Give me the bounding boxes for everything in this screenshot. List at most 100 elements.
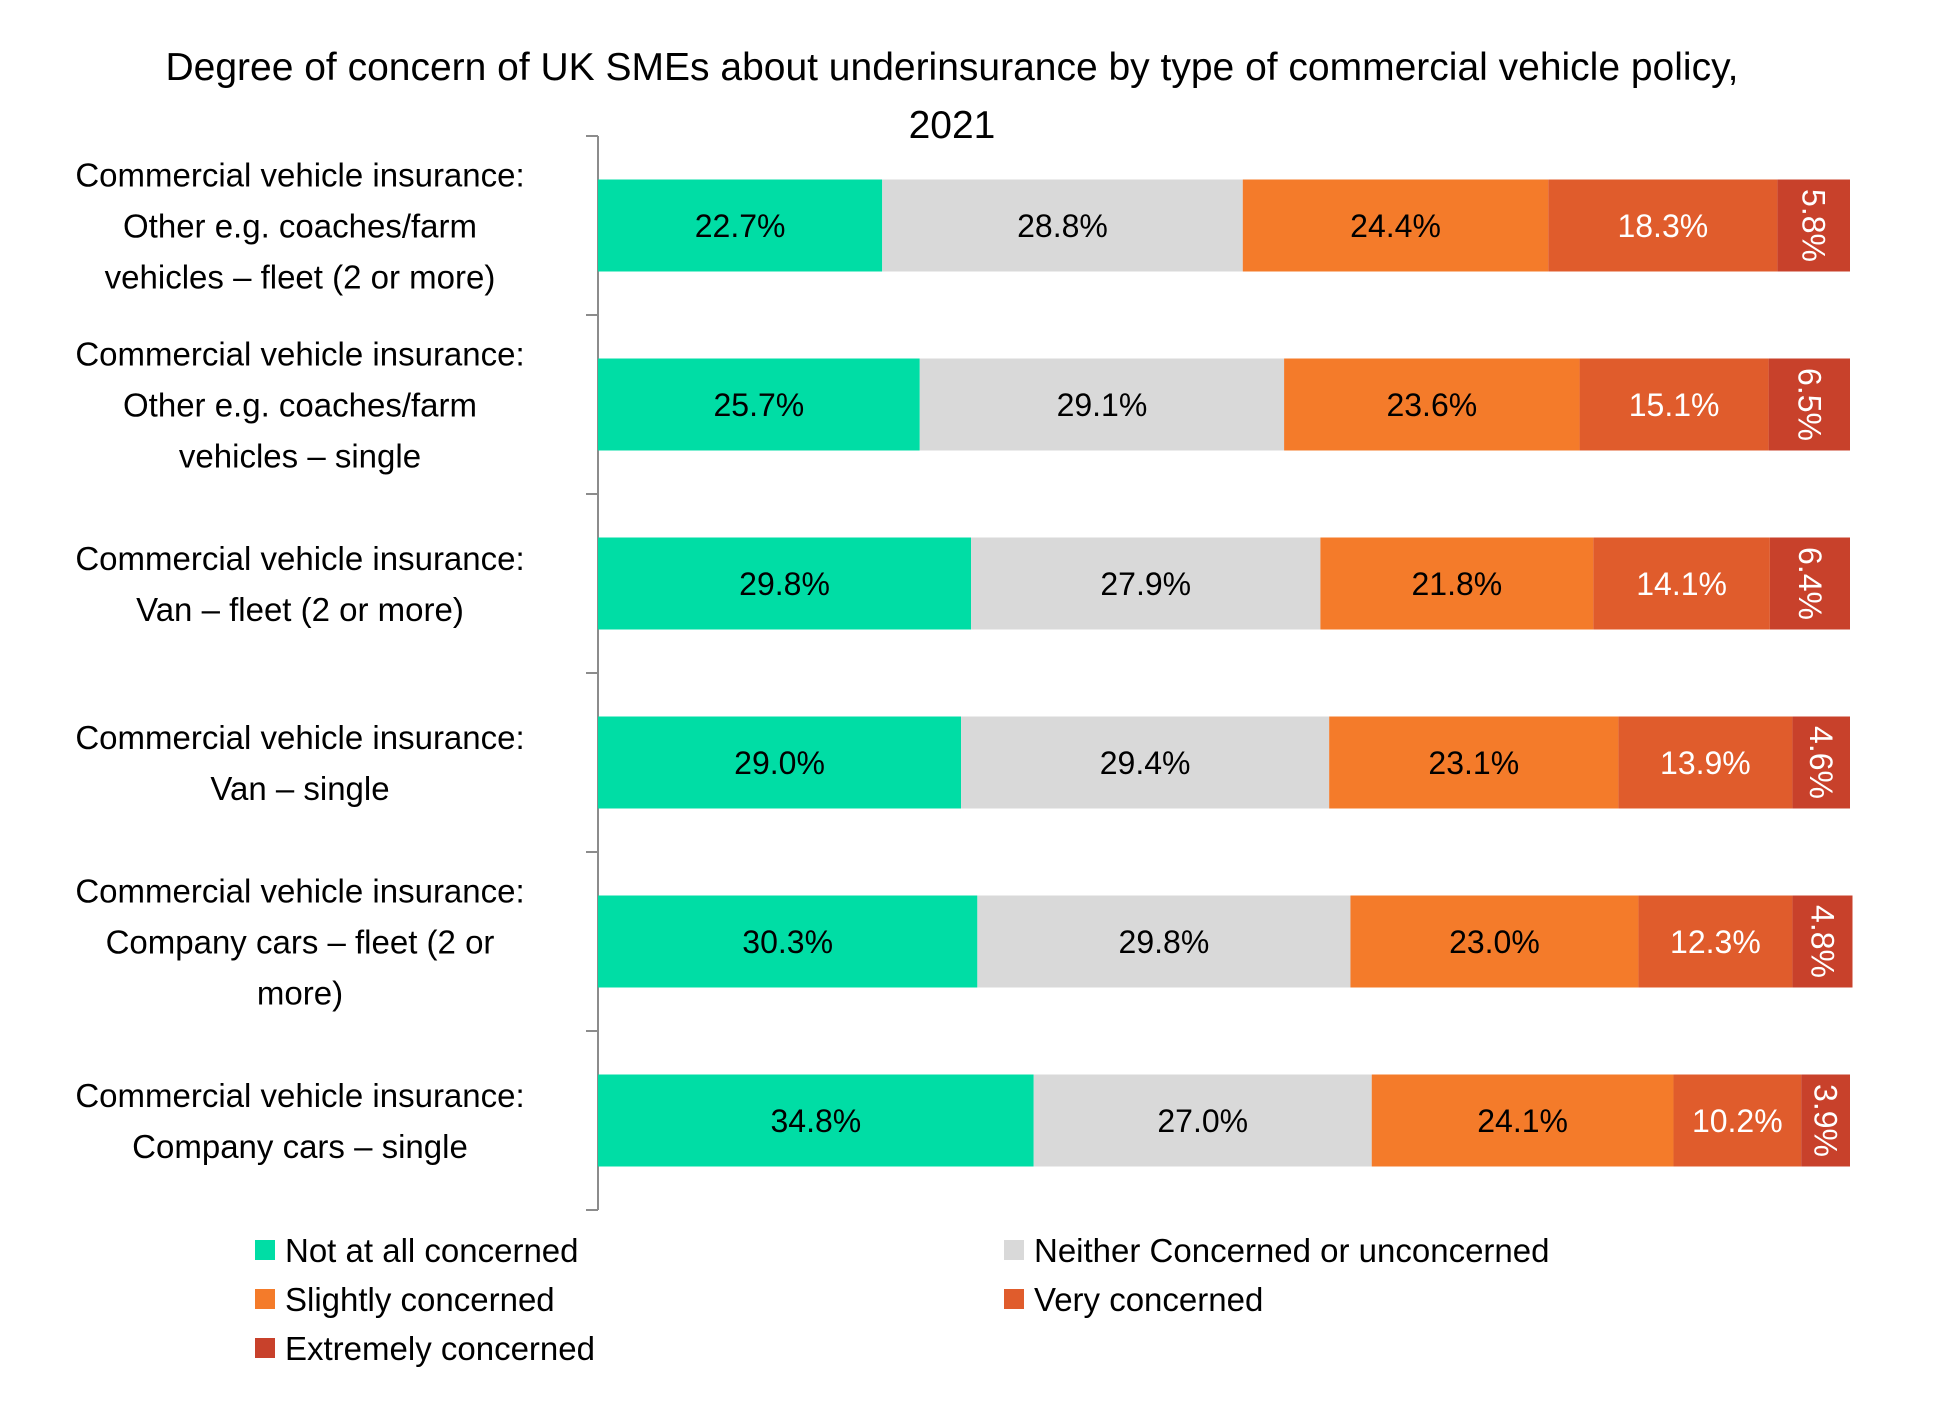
data-label: 14.1% [1636,566,1727,602]
bar-not-at-all-concerned [598,895,978,988]
bar-very-concerned [1618,716,1793,809]
category-label: Commercial vehicle insurance: Company car… [75,872,524,1011]
bar-extremely-concerned [1792,895,1853,988]
bar-slightly-concerned [1242,179,1549,272]
category-label-line: Other e.g. coaches/farm [123,207,477,244]
data-label: 34.8% [770,1103,861,1139]
data-label: 29.8% [1119,924,1210,960]
bar-very-concerned [1593,537,1770,630]
bar-very-concerned [1548,179,1778,272]
bar-not-at-all-concerned [598,537,972,630]
legend-swatch [1004,1289,1024,1309]
category-label: Commercial vehicle insurance: Van – singl… [75,719,524,807]
category-labels: Commercial vehicle insurance: Other e.g. … [75,156,524,1165]
data-label: 27.0% [1157,1103,1248,1139]
bar-not-at-all-concerned [598,358,920,451]
data-label: 3.9% [1808,1084,1844,1157]
data-label: 23.0% [1449,924,1540,960]
bar-neither-concerned-or-unconcerned [919,358,1285,451]
data-label: 15.1% [1629,387,1720,423]
category-label: Commercial vehicle insurance: Other e.g. … [75,335,524,474]
category-label: Commercial vehicle insurance: Other e.g. … [75,156,524,295]
bar-neither-concerned-or-unconcerned [1033,1074,1372,1167]
bar-very-concerned [1673,1074,1802,1167]
category-label-line: Commercial vehicle insurance: [75,872,524,909]
bar-slightly-concerned [1350,895,1639,988]
data-label: 24.1% [1477,1103,1568,1139]
legend-label: Extremely concerned [285,1330,595,1367]
bar-very-concerned [1638,895,1793,988]
data-label: 28.8% [1017,208,1108,244]
category-label-line: Other e.g. coaches/farm [123,386,477,423]
data-label: 6.4% [1792,547,1828,620]
bar-not-at-all-concerned [598,179,883,272]
data-label: 4.6% [1803,726,1839,799]
category-label-line: vehicles – fleet (2 or more) [105,258,496,295]
legend-item-extremely-concerned: Extremely concerned [255,1330,595,1367]
legend-item-not-at-all-concerned: Not at all concerned [255,1232,579,1269]
legend-label: Very concerned [1034,1281,1263,1318]
data-label: 10.2% [1692,1103,1783,1139]
bar-extremely-concerned [1768,358,1850,451]
bar-neither-concerned-or-unconcerned [882,179,1243,272]
legend-item-very-concerned: Very concerned [1004,1281,1263,1318]
bar-very-concerned [1579,358,1769,451]
category-label-line: Van – fleet (2 or more) [136,591,464,628]
bars: 22.7% 28.8% 24.4% 18.3% 5.8% 25.7% 29.1% 23.6% 1… [598,179,1853,1167]
category-label-line: Commercial vehicle insurance: [75,1077,524,1114]
bar-not-at-all-concerned [598,1074,1034,1167]
bar-extremely-concerned [1801,1074,1850,1167]
bar-extremely-concerned [1769,537,1850,630]
data-label: 29.4% [1100,745,1191,781]
data-label: 21.8% [1412,566,1503,602]
data-label: 5.8% [1796,189,1832,262]
data-label: 25.7% [714,387,805,423]
data-label: 22.7% [695,208,786,244]
category-label-line: Company cars – fleet (2 or [106,923,495,960]
category-label: Commercial vehicle insurance: Van – fleet… [75,540,524,628]
legend-swatch [255,1240,275,1260]
data-label: 29.0% [734,745,825,781]
bar-neither-concerned-or-unconcerned [977,895,1351,988]
category-label-line: Commercial vehicle insurance: [75,540,524,577]
bar-slightly-concerned [1371,1074,1674,1167]
data-label: 18.3% [1617,208,1708,244]
category-label-line: Commercial vehicle insurance: [75,719,524,756]
legend-swatch [255,1338,275,1358]
bar-neither-concerned-or-unconcerned [971,537,1321,630]
category-label-line: Commercial vehicle insurance: [75,335,524,372]
bar-slightly-concerned [1329,716,1619,809]
category-label: Commercial vehicle insurance: Company car… [75,1077,524,1165]
category-label-line: more) [257,974,343,1011]
category-axis [586,135,599,1211]
legend-label: Neither Concerned or unconcerned [1034,1232,1549,1269]
data-label: 24.4% [1350,208,1441,244]
data-label: 6.5% [1791,368,1827,441]
data-label: 23.6% [1386,387,1477,423]
legend: Not at all concerned Neither Concerned or… [255,1232,1549,1367]
data-label: 12.3% [1670,924,1761,960]
data-label: 23.1% [1428,745,1519,781]
category-label-line: Company cars – single [132,1128,468,1165]
category-label-line: Van – single [210,770,389,807]
bar-extremely-concerned [1792,716,1850,809]
data-label: 4.8% [1804,905,1840,978]
data-label: 13.9% [1660,745,1751,781]
legend-item-neither-concerned-or-unconcerned: Neither Concerned or unconcerned [1004,1232,1549,1269]
chart-title-line: 2021 [909,104,996,147]
legend-item-slightly-concerned: Slightly concerned [255,1281,555,1318]
data-label: 29.8% [739,566,830,602]
legend-label: Not at all concerned [285,1232,579,1269]
data-label: 30.3% [742,924,833,960]
legend-swatch [1004,1240,1024,1260]
data-label: 27.9% [1100,566,1191,602]
data-label: 29.1% [1057,387,1148,423]
legend-label: Slightly concerned [285,1281,555,1318]
bar-not-at-all-concerned [598,716,962,809]
chart-title: Degree of concern of UK SMEs about under… [165,46,1738,147]
chart-title-line: Degree of concern of UK SMEs about under… [165,46,1738,89]
bar-slightly-concerned [1284,358,1580,451]
category-label-line: Commercial vehicle insurance: [75,156,524,193]
